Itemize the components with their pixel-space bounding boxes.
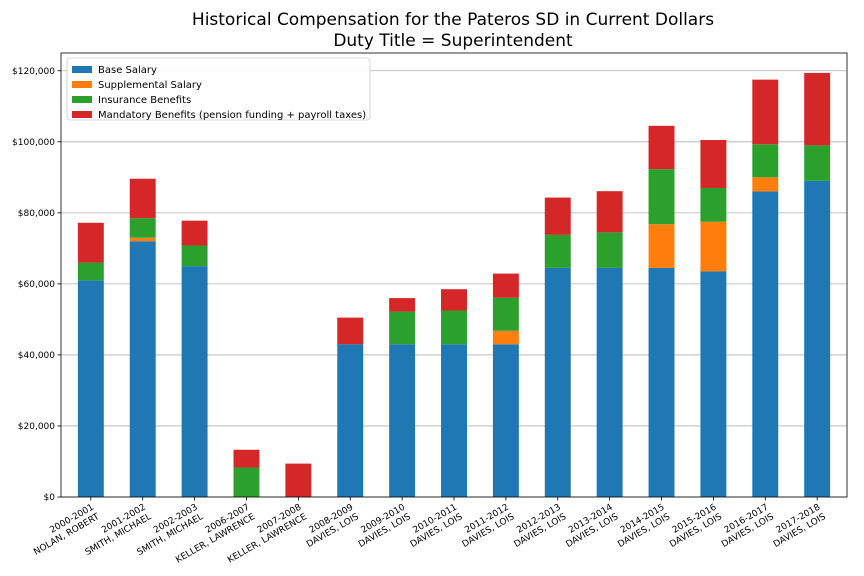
bar-segment-1: [441, 344, 467, 497]
bar-segment-4: [77, 222, 104, 263]
legend: Base Salary Supplemental Salary Insurance …: [66, 57, 371, 121]
bar-segment-2: [700, 221, 727, 272]
bar-segment-1: [752, 191, 779, 497]
legend-label: Insurance Benefits: [98, 95, 191, 106]
bar-segment-1: [596, 267, 623, 497]
bar-segment-4: [129, 178, 156, 219]
legend-label: Base Salary: [98, 65, 157, 76]
bar-segment-1: [544, 267, 571, 497]
chart-title: Historical Compensation for the Pateros …: [192, 10, 714, 30]
bar-segment-1: [492, 344, 519, 497]
bar-segment-3: [389, 311, 416, 345]
y-tick-label: $40,000: [18, 351, 55, 361]
bar-segment-1: [700, 271, 727, 497]
bar-segment-3: [181, 245, 208, 267]
bar-segment-3: [233, 467, 260, 497]
bar-segment-1: [337, 344, 364, 497]
legend-swatch: [72, 81, 92, 88]
bar-segment-4: [181, 220, 208, 246]
bar-segment-1: [181, 266, 208, 497]
y-tick-label: $20,000: [18, 422, 55, 432]
bar-segment-3: [492, 297, 519, 331]
bar-segment-3: [700, 187, 727, 222]
bar-segment-3: [441, 310, 467, 345]
bar-segment-3: [752, 144, 779, 178]
bar-segment-4: [752, 79, 779, 145]
legend-swatch: [72, 96, 92, 103]
bar-segment-3: [648, 169, 675, 225]
bar-segment-2: [752, 177, 779, 192]
y-axis: $0 $20,000 $40,000 $60,000 $80,000 $100,000 $1…: [12, 67, 61, 503]
bar-segment-4: [233, 449, 260, 468]
bar-segment-4: [389, 298, 416, 312]
bar-segment-1: [804, 180, 831, 497]
bar-segment-1: [129, 241, 156, 497]
bar-segment-2: [648, 224, 675, 268]
bar-segment-3: [129, 218, 156, 238]
y-tick-label: $60,000: [18, 280, 55, 290]
bar-segment-3: [77, 262, 104, 281]
bar-segment-3: [804, 145, 831, 181]
chart-subtitle: Duty Title = Superintendent: [333, 31, 573, 51]
bar-segment-3: [544, 234, 571, 268]
bar-segment-4: [700, 140, 727, 188]
bar-segment-2: [492, 330, 519, 345]
bar-segment-4: [441, 289, 467, 311]
y-tick-label: $0: [44, 493, 56, 503]
bar-segment-4: [648, 125, 675, 170]
bar-segment-4: [337, 317, 364, 345]
bar-segment-4: [804, 72, 831, 146]
bar-segment-4: [544, 197, 571, 235]
bar-segment-1: [648, 267, 675, 497]
legend-label: Mandatory Benefits (pension funding + pa…: [98, 110, 366, 121]
legend-frame: [66, 57, 371, 121]
y-tick-label: $80,000: [18, 209, 55, 219]
legend-swatch: [72, 111, 92, 118]
y-tick-label: $100,000: [12, 138, 55, 148]
y-tick-label: $120,000: [12, 67, 55, 77]
legend-swatch: [72, 66, 92, 73]
bar-segment-4: [285, 463, 312, 497]
legend-label: Supplemental Salary: [98, 80, 202, 91]
bar-segment-3: [596, 232, 623, 268]
bars: [77, 72, 831, 497]
bar-segment-4: [492, 273, 519, 298]
bar-segment-2: [129, 237, 156, 242]
bar-segment-1: [389, 344, 416, 497]
bar-segment-1: [77, 280, 104, 497]
bar-segment-4: [596, 191, 623, 233]
